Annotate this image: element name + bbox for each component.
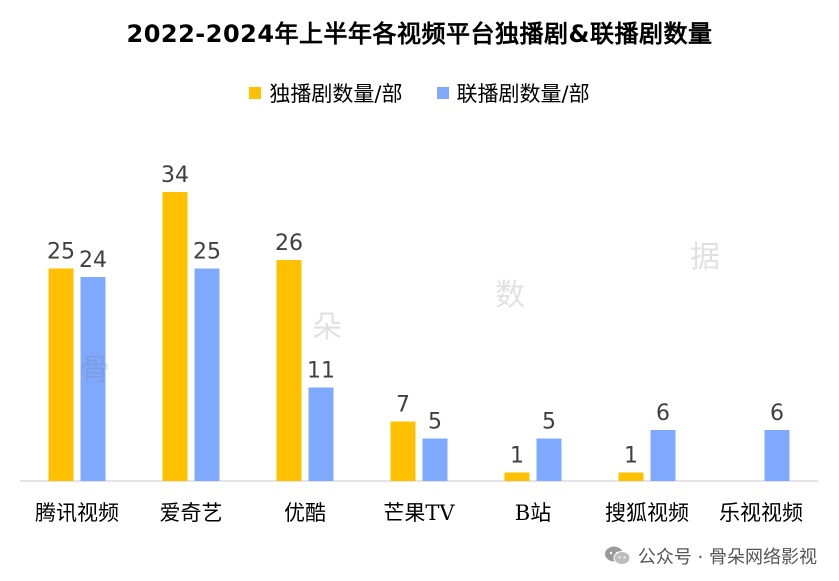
bar-syndicated-2 [308, 387, 334, 481]
bar-syndicated-4 [536, 438, 562, 481]
x-tick-label-4: B站 [515, 501, 551, 525]
data-label-syndicated-2: 11 [307, 359, 335, 384]
legend-label-syndicated: 联播剧数量/部 [456, 82, 590, 106]
wechat-icon [604, 545, 632, 567]
data-label-syndicated-6: 6 [770, 401, 784, 426]
bar-syndicated-5 [650, 430, 676, 481]
legend-item-exclusive: 独播剧数量/部 [249, 78, 403, 108]
watermark-char-2: 朵 [312, 310, 342, 345]
chart-title: 2022-2024年上半年各视频平台独播剧&联播剧数量 [126, 20, 713, 48]
bar-exclusive-0 [48, 268, 74, 481]
bar-syndicated-0 [80, 277, 106, 481]
legend-swatch-syndicated [436, 87, 449, 99]
x-tick-label-0: 腾讯视频 [35, 501, 119, 525]
bar-syndicated-1 [194, 268, 220, 481]
bar-exclusive-4 [504, 472, 530, 481]
legend-label-exclusive: 独播剧数量/部 [269, 82, 403, 106]
legend-item-syndicated: 联播剧数量/部 [436, 78, 590, 108]
chart-legend: 独播剧数量/部 联播剧数量/部 [0, 78, 839, 108]
bar-exclusive-5 [618, 472, 644, 481]
watermark-char-4: 据 [690, 240, 720, 275]
bar-exclusive-2 [276, 260, 302, 481]
data-label-exclusive-2: 26 [275, 231, 303, 256]
bar-syndicated-6 [764, 430, 790, 481]
x-tick-label-3: 芒果TV [383, 501, 455, 525]
x-tick-label-1: 爱奇艺 [160, 501, 223, 525]
data-label-exclusive-1: 34 [161, 163, 189, 188]
x-tick-label-2: 优酷 [284, 501, 326, 525]
data-label-exclusive-0: 25 [47, 240, 75, 265]
bar-exclusive-1 [162, 192, 188, 481]
data-label-syndicated-3: 5 [428, 410, 442, 435]
data-label-syndicated-4: 5 [542, 410, 556, 435]
watermark-char-1: 骨 [80, 353, 110, 388]
footer: 公众号 · 骨朵网络影视 [604, 543, 817, 569]
x-tick-label-5: 搜狐视频 [605, 501, 689, 525]
data-label-syndicated-1: 25 [193, 240, 221, 265]
legend-swatch-exclusive [249, 87, 262, 99]
data-label-exclusive-4: 1 [510, 444, 524, 469]
data-label-syndicated-0: 24 [79, 248, 107, 273]
data-label-syndicated-5: 6 [656, 401, 670, 426]
data-label-exclusive-3: 7 [396, 393, 410, 418]
x-tick-label-6: 乐视视频 [719, 501, 803, 525]
data-label-exclusive-5: 1 [624, 444, 638, 469]
watermark-char-3: 数 [495, 278, 525, 313]
footer-text: 公众号 · 骨朵网络影视 [637, 547, 817, 568]
bar-exclusive-3 [390, 421, 416, 481]
bar-syndicated-3 [422, 438, 448, 481]
